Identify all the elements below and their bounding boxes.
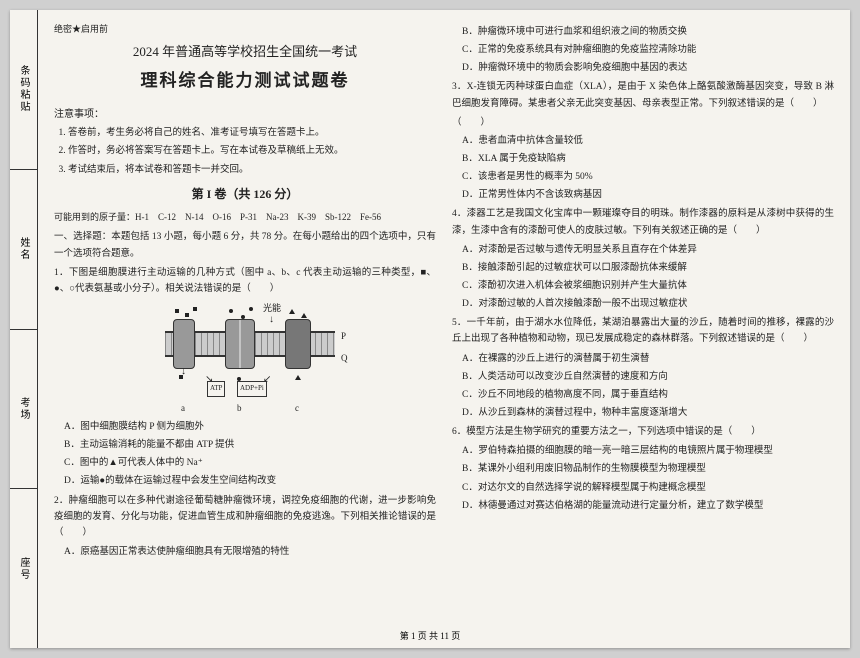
q6-opt-B: B．某课外小组利用废旧物品制作的生物膜模型为物理模型 (452, 461, 834, 477)
notice-item: 答卷前，考生务必将自己的姓名、准考证号填写在答题卡上。 (68, 125, 436, 141)
q4-opt-C: C．漆酚初次进入机体会被浆细胞识别并产生大量抗体 (452, 278, 834, 294)
q3-opt-B: B．XLA 属于免疫缺陷病 (452, 151, 834, 167)
q5-opt-D: D．从沙丘到森林的演替过程中，物种丰富度逐渐增大 (452, 405, 834, 421)
q6-opt-C: C．对达尔文的自然选择学说的解释模型属于构建概念模型 (452, 480, 834, 496)
page-footer: 第 1 页 共 11 页 (10, 629, 850, 642)
q5-opt-C: C．沙丘不同地段的植物高度不同，属于垂直结构 (452, 387, 834, 403)
atomic-masses: 可能用到的原子量：H-1 C-12 N-14 O-16 P-31 Na-23 K… (54, 210, 436, 225)
q5-stem: 5．一千年前，由于湖水水位降低，某湖泊暴露出大量的沙丘，随着时间的推移，裸露的沙… (452, 315, 834, 347)
q1-figure: 光能 ↓ P Q ↓ ↘ ↙ ATP ADP+Pi a b c (145, 303, 345, 413)
notice-title: 注意事项： (54, 106, 436, 123)
notice-item: 考试结束后，将本试卷和答题卡一并交回。 (68, 162, 436, 178)
side-tab-4: 座号 (10, 489, 37, 648)
q6-opt-A: A．罗伯特森拍摄的细胞膜的暗一亮一暗三层结构的电镜照片属于物理模型 (452, 443, 834, 459)
q1-opt-A: A．图中细胞膜结构 P 侧为细胞外 (54, 419, 436, 435)
side-tab-2: 姓名 (10, 170, 37, 330)
q2-opt-D: D．肿瘤微环境中的物质会影响免疫细胞中基因的表达 (452, 60, 834, 76)
side-tab-3: 考场 (10, 330, 37, 490)
q5-opt-A: A．在裸露的沙丘上进行的演替属于初生演替 (452, 351, 834, 367)
q4-opt-B: B．接触漆酚引起的过敏症状可以口服漆酚抗体来缓解 (452, 260, 834, 276)
fig-adp-box: ADP+Pi (237, 381, 267, 397)
q4-stem: 4．漆器工艺是我国文化宝库中一颗璀璨夺目的明珠。制作漆器的原料是从漆树中获得的生… (452, 206, 834, 238)
fig-atp-box: ATP (207, 381, 225, 397)
secret-label: 绝密★启用前 (54, 22, 436, 37)
fig-c-label: c (295, 401, 299, 416)
fig-P-label: P (341, 329, 346, 344)
part1-preface: 一、选择题：本题包括 13 小题，每小题 6 分，共 78 分。在每小题给出的四… (54, 229, 436, 261)
q2-opt-C: C．正常的免疫系统具有对肿瘤细胞的免疫监控清除功能 (452, 42, 834, 58)
fig-a-label: a (181, 401, 185, 416)
q1-opt-C: C．图中的▲可代表人体中的 Na⁺ (54, 455, 436, 471)
q6-stem: 6．模型方法是生物学研究的重要方法之一，下列选项中错误的是（ ） (452, 424, 834, 440)
q6-opt-D: D．林德曼通过对赛达伯格湖的能量流动进行定量分析，建立了数学模型 (452, 498, 834, 514)
q2-opt-A: A．原癌基因正常表达使肿瘤细胞具有无限增殖的特性 (54, 544, 436, 560)
q1-opt-B: B．主动运输消耗的能量不都由 ATP 提供 (54, 437, 436, 453)
q1-opt-D: D．运输●的载体在运输过程中会发生空间结构改变 (54, 473, 436, 489)
fig-b-label: b (237, 401, 242, 416)
notice-item: 作答时，务必将答案写在答题卡上。写在本试卷及草稿纸上无效。 (68, 143, 436, 159)
side-tab-1: 条码粘贴 (10, 10, 37, 170)
q1-stem: 1．下图是细胞膜进行主动运输的几种方式（图中 a、b、c 代表主动运输的三种类型… (54, 265, 436, 297)
q3-opt-D: D．正常男性体内不含该致病基因 (452, 187, 834, 203)
q5-opt-B: B．人类活动可以改变沙丘自然演替的速度和方向 (452, 369, 834, 385)
q4-opt-A: A．对漆酚是否过敏与遗传无明显关系且直存在个体差异 (452, 242, 834, 258)
exam-title-1: 2024 年普通高等学校招生全国统一考试 (54, 41, 436, 63)
exam-title-2: 理科综合能力测试试题卷 (54, 67, 436, 96)
q4-opt-D: D．对漆酚过敏的人首次接触漆酚一般不出现过敏症状 (452, 296, 834, 312)
q3-opt-C: C．该患者是男性的概率为 50% (452, 169, 834, 185)
q3-opt-A: A．患者血清中抗体含量较低 (452, 133, 834, 149)
part1-title: 第 I 卷（共 126 分） (54, 184, 436, 204)
fig-Q-label: Q (341, 351, 348, 366)
q2-stem: 2．肿瘤细胞可以在多种代谢途径葡萄糖肿瘤微环境，调控免疫细胞的代谢，进一步影响免… (54, 493, 436, 541)
q3-stem: 3．X-连锁无丙种球蛋白血症（XLA），是由于 X 染色体上酪氨酸激酶基因突变，… (452, 79, 834, 111)
q2-opt-B: B．肿瘤微环境中可进行血浆和组织液之间的物质交换 (452, 24, 834, 40)
